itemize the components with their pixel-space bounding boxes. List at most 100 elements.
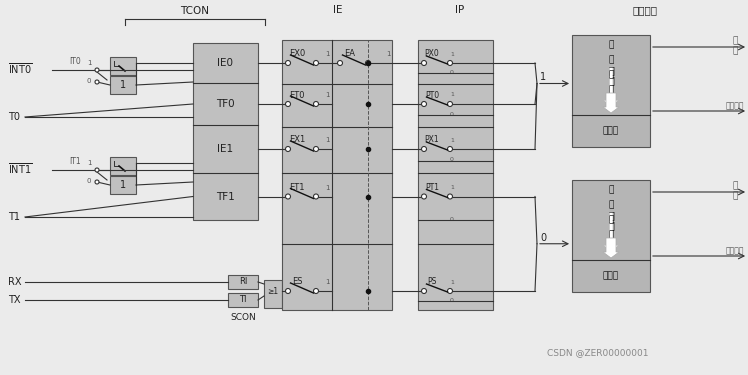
Text: ET1: ET1 [289, 183, 304, 192]
Text: PX0: PX0 [425, 50, 439, 58]
Circle shape [313, 147, 319, 152]
Text: TF1: TF1 [216, 192, 235, 201]
Circle shape [313, 60, 319, 66]
Circle shape [422, 147, 426, 152]
Bar [110, 76, 136, 94]
Text: 然: 然 [608, 55, 613, 64]
Text: 高: 高 [732, 36, 738, 45]
Text: 0: 0 [540, 233, 546, 243]
Text: PT0: PT0 [425, 90, 439, 99]
Text: 1: 1 [325, 137, 329, 143]
Text: RI: RI [239, 278, 247, 286]
Text: $\overline{\rm INT1}$: $\overline{\rm INT1}$ [8, 162, 32, 176]
Circle shape [366, 60, 370, 66]
Bar [228, 275, 258, 289]
Text: 1: 1 [120, 180, 126, 190]
Text: PS: PS [427, 278, 437, 286]
Text: CSDN @ZER00000001: CSDN @ZER00000001 [548, 348, 649, 357]
Text: IP: IP [456, 5, 465, 15]
Text: T1: T1 [8, 212, 20, 222]
Circle shape [95, 80, 99, 84]
Text: 0: 0 [87, 178, 91, 184]
Text: 然: 然 [608, 220, 614, 230]
Text: 先: 先 [608, 231, 613, 240]
Text: 0: 0 [450, 217, 454, 222]
Text: 1: 1 [450, 93, 454, 98]
Bar [228, 293, 258, 307]
Text: IT1: IT1 [69, 156, 81, 165]
Bar [572, 180, 650, 292]
Text: 级: 级 [732, 192, 738, 201]
Bar [110, 57, 136, 75]
Circle shape [313, 288, 319, 294]
Text: TX: TX [8, 295, 20, 305]
Circle shape [422, 194, 426, 199]
Text: 1: 1 [325, 51, 329, 57]
Circle shape [286, 60, 290, 66]
Text: PT1: PT1 [425, 183, 439, 192]
Bar [193, 43, 258, 220]
Text: 0: 0 [450, 297, 454, 303]
Text: IE0: IE0 [218, 58, 233, 68]
Text: RX: RX [8, 277, 22, 287]
Text: 1: 1 [450, 51, 454, 57]
Circle shape [313, 194, 319, 199]
Text: 1: 1 [325, 279, 329, 285]
Text: 自: 自 [608, 210, 614, 220]
Text: PX1: PX1 [425, 135, 439, 144]
Text: 1: 1 [325, 184, 329, 190]
Text: 优: 优 [608, 216, 613, 225]
Text: TI: TI [239, 296, 247, 304]
Circle shape [447, 102, 453, 106]
Bar [264, 280, 282, 308]
Text: 先: 先 [608, 86, 613, 95]
Text: 自: 自 [608, 185, 613, 194]
Text: 1: 1 [450, 138, 454, 142]
Text: 中断源: 中断源 [603, 272, 619, 280]
Text: 中断入口: 中断入口 [726, 246, 744, 255]
Text: 优: 优 [608, 70, 613, 80]
Text: IT0: IT0 [69, 57, 81, 66]
Text: IE: IE [334, 5, 343, 15]
Text: 1: 1 [120, 80, 126, 90]
Text: TCON: TCON [180, 6, 209, 16]
Text: T0: T0 [8, 112, 20, 122]
Text: ≥1: ≥1 [268, 286, 278, 296]
Text: 级: 级 [608, 101, 613, 110]
Text: 中断入口: 中断入口 [726, 102, 744, 111]
Text: 中断源: 中断源 [603, 126, 619, 135]
Circle shape [447, 147, 453, 152]
Text: TF0: TF0 [216, 99, 235, 109]
Circle shape [95, 180, 99, 184]
Circle shape [422, 60, 426, 66]
Text: 低: 低 [732, 182, 738, 190]
Text: 0: 0 [450, 112, 454, 117]
Text: 1: 1 [450, 185, 454, 190]
Text: EA: EA [345, 50, 355, 58]
Text: $\overline{\rm INT0}$: $\overline{\rm INT0}$ [8, 62, 32, 76]
Text: 然: 然 [608, 75, 614, 85]
Circle shape [422, 102, 426, 106]
Text: ES: ES [292, 278, 302, 286]
Bar [418, 40, 493, 310]
Text: 0: 0 [450, 70, 454, 75]
Circle shape [286, 147, 290, 152]
Bar [572, 35, 650, 147]
Text: EX0: EX0 [289, 50, 305, 58]
Text: 1: 1 [325, 92, 329, 98]
Circle shape [447, 60, 453, 66]
Text: 自: 自 [608, 40, 613, 49]
Text: 1: 1 [87, 60, 91, 66]
Text: 0: 0 [87, 78, 91, 84]
Text: ET0: ET0 [289, 90, 304, 99]
Circle shape [313, 102, 319, 106]
Circle shape [286, 102, 290, 106]
Text: 硬件查询: 硬件查询 [633, 5, 657, 15]
Bar [110, 157, 136, 175]
Circle shape [337, 60, 343, 66]
FancyArrow shape [603, 238, 619, 258]
Text: EX1: EX1 [289, 135, 305, 144]
Text: 1: 1 [386, 51, 390, 57]
Text: IE1: IE1 [218, 144, 233, 154]
Bar [110, 176, 136, 194]
